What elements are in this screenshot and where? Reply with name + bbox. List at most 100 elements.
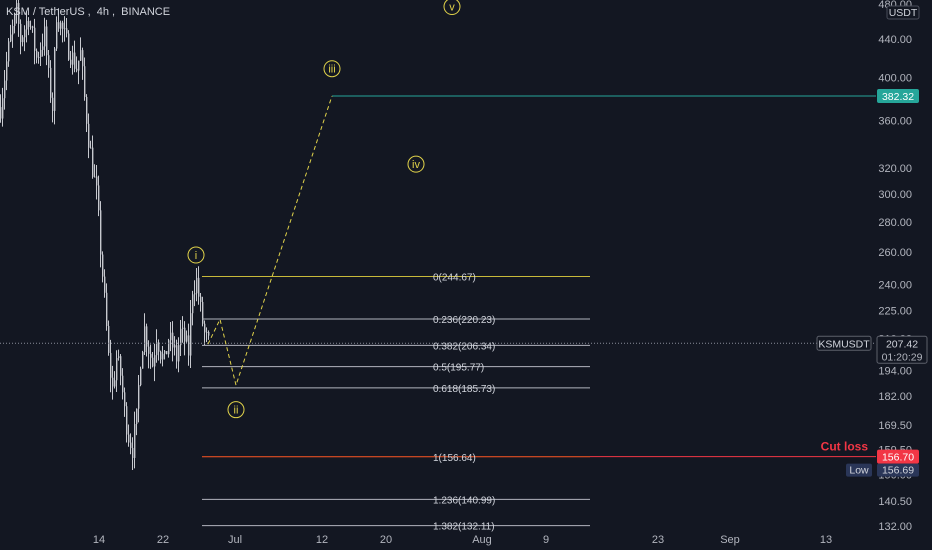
price-axis-label: 300.00 bbox=[878, 189, 912, 201]
candle-body bbox=[100, 210, 102, 255]
cut-loss-annotation: Cut loss bbox=[821, 440, 869, 454]
time-axis-label: Aug bbox=[472, 534, 492, 546]
candle-body bbox=[158, 342, 160, 352]
candle-body bbox=[58, 22, 60, 29]
candle-body bbox=[126, 406, 128, 435]
time-axis-label: Jul bbox=[228, 534, 242, 546]
last-price-tag bbox=[876, 335, 928, 364]
fib-level-label: 0(244.67) bbox=[433, 272, 476, 283]
candle-body bbox=[18, 3, 20, 24]
target-price-tag bbox=[877, 88, 919, 103]
candle-body bbox=[84, 66, 86, 97]
price-axis-label: 169.50 bbox=[878, 420, 912, 432]
candle-body bbox=[0, 107, 2, 119]
candle-body bbox=[88, 123, 90, 148]
candle-body bbox=[128, 434, 130, 443]
candle-body bbox=[198, 277, 200, 297]
time-axis-label: 20 bbox=[380, 534, 392, 546]
currency-tag-label: USDT bbox=[889, 7, 918, 19]
low-price-tag bbox=[877, 463, 919, 477]
candle-body bbox=[200, 296, 202, 302]
candle-body bbox=[186, 335, 188, 342]
candle-body bbox=[70, 59, 72, 65]
time-axis-label: 23 bbox=[652, 534, 664, 546]
candle-body bbox=[118, 356, 120, 359]
candle-body bbox=[32, 26, 34, 28]
candle-body bbox=[156, 342, 158, 356]
candle-body bbox=[28, 21, 30, 27]
candle-body bbox=[6, 61, 8, 81]
candle-body bbox=[170, 332, 172, 341]
cut-loss-price-tag bbox=[877, 449, 919, 464]
candle-body bbox=[72, 52, 74, 65]
candle-body bbox=[14, 14, 16, 26]
candle-body bbox=[122, 375, 124, 393]
price-axis-label: 140.50 bbox=[878, 496, 912, 508]
candle-body bbox=[150, 353, 152, 358]
fib-level-label: 1(156.64) bbox=[433, 453, 476, 464]
wave-label: i bbox=[195, 250, 197, 262]
candle-body bbox=[116, 358, 118, 381]
candle-body bbox=[20, 23, 22, 43]
fib-level-label: 0.5(195.77) bbox=[433, 363, 484, 374]
price-axis-label: 132.00 bbox=[878, 521, 912, 533]
candle-body bbox=[62, 22, 64, 30]
candle-body bbox=[106, 292, 108, 327]
candle-body bbox=[90, 147, 92, 149]
candle-body bbox=[26, 21, 28, 30]
candle-body bbox=[132, 447, 134, 458]
candle-body bbox=[104, 276, 106, 293]
wave-label: iv bbox=[412, 159, 420, 171]
candle-body bbox=[176, 345, 178, 362]
last-price-value: 207.42 bbox=[886, 338, 918, 350]
candle-body bbox=[208, 331, 210, 336]
candle-body bbox=[22, 37, 24, 43]
candle-body bbox=[136, 408, 138, 425]
candle-body bbox=[10, 34, 12, 42]
candle-body bbox=[202, 301, 204, 324]
candle-body bbox=[64, 28, 66, 30]
candle-body bbox=[4, 80, 6, 99]
price-axis-label: 320.00 bbox=[878, 163, 912, 175]
wave-label-circle bbox=[187, 246, 205, 264]
candle-body bbox=[184, 327, 186, 342]
candle-body bbox=[80, 50, 82, 61]
candle-body bbox=[190, 313, 192, 356]
candle-body bbox=[50, 67, 52, 98]
price-axis-label: 280.00 bbox=[878, 217, 912, 229]
candle-body bbox=[94, 176, 96, 178]
fib-level-label: 1.382(132.11) bbox=[433, 522, 495, 533]
candle-body bbox=[92, 147, 94, 177]
candle-body bbox=[74, 52, 76, 69]
price-axis-label: 440.00 bbox=[878, 34, 912, 46]
wave-label: iii bbox=[328, 64, 335, 76]
candle-body bbox=[146, 326, 148, 347]
currency-tag[interactable] bbox=[886, 5, 920, 20]
candle-body bbox=[66, 28, 68, 34]
time-axis-label: Sep bbox=[720, 534, 740, 546]
candle-body bbox=[46, 26, 48, 56]
price-axis-label: 194.00 bbox=[878, 365, 912, 377]
symbol-header: KSM / TetherUS, 4h, BINANCE bbox=[6, 6, 171, 18]
symbol-tag-label: KSMUSDT bbox=[818, 338, 870, 350]
candle-body bbox=[30, 26, 32, 28]
candle-body bbox=[168, 340, 170, 355]
price-axis-label: 360.00 bbox=[878, 115, 912, 127]
candle-body bbox=[166, 351, 168, 355]
candle-body bbox=[124, 392, 126, 407]
wave-label: v bbox=[449, 2, 455, 14]
interval-label[interactable]: 4h bbox=[96, 6, 110, 18]
wave-label-circle bbox=[323, 60, 341, 78]
candle-body bbox=[204, 323, 206, 333]
wave-label-circle bbox=[227, 401, 245, 419]
candle-body bbox=[178, 345, 180, 362]
candle-body bbox=[164, 351, 166, 354]
price-axis-label: 225.00 bbox=[878, 305, 912, 317]
price-axis-label: 400.00 bbox=[878, 73, 912, 85]
candle-body bbox=[154, 355, 156, 367]
candle-body bbox=[68, 33, 70, 60]
time-axis-label: 13 bbox=[820, 534, 832, 546]
symbol-name[interactable]: KSM / TetherUS bbox=[6, 6, 85, 18]
